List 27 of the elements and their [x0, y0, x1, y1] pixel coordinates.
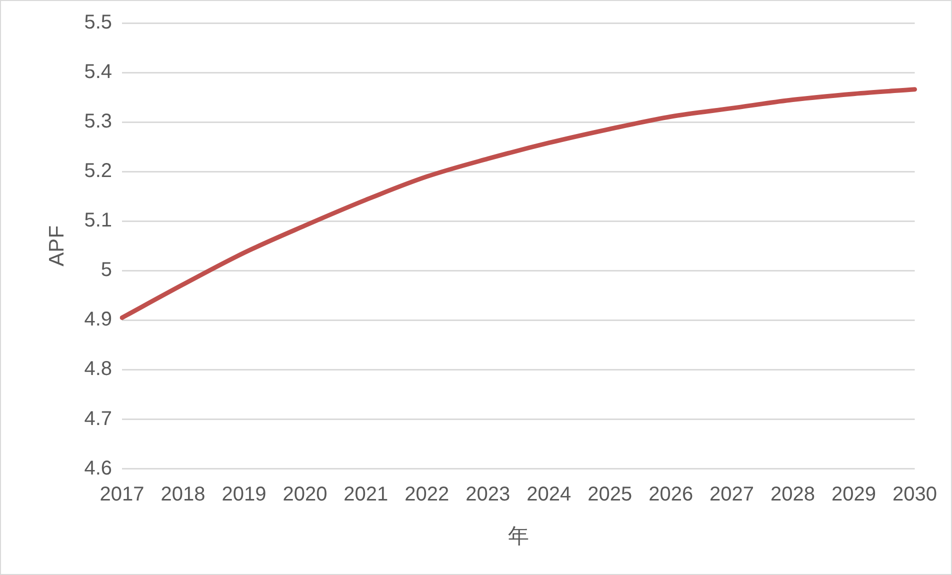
x-tick-label: 2026 [648, 483, 694, 506]
y-tick-label: 4.8 [84, 358, 112, 380]
y-tick-label: 5.2 [84, 160, 112, 182]
x-tick-label: 2024 [526, 483, 572, 506]
x-tick-label: 2018 [160, 483, 206, 506]
x-tick-label: 2028 [770, 483, 816, 506]
y-tick-label: 4.9 [84, 308, 112, 331]
y-tick-label: 5.1 [84, 210, 112, 232]
y-tick-label: 5.5 [84, 12, 112, 34]
x-tick-label: 2027 [710, 483, 754, 506]
x-tick-label: 2030 [892, 483, 938, 506]
y-tick-label: 4.6 [84, 457, 112, 480]
x-tick-label: 2022 [404, 483, 450, 506]
y-tick-label: 5.4 [84, 61, 112, 84]
x-tick-label: 2020 [282, 483, 328, 506]
x-tick-label: 2017 [100, 483, 144, 506]
y-axis-title: APF [45, 225, 68, 266]
x-axis-title: 年 [508, 525, 529, 548]
y-tick-label: 4.7 [84, 408, 112, 430]
x-tick-label: 2023 [466, 483, 510, 506]
y-tick-label: 5.3 [84, 110, 112, 133]
x-tick-label: 2019 [222, 483, 266, 506]
x-tick-label: 2021 [344, 483, 388, 506]
line-series [120, 87, 918, 320]
y-tick-label: 5 [100, 259, 112, 282]
x-tick-label: 2029 [832, 483, 876, 506]
x-tick-label: 2025 [588, 483, 632, 506]
